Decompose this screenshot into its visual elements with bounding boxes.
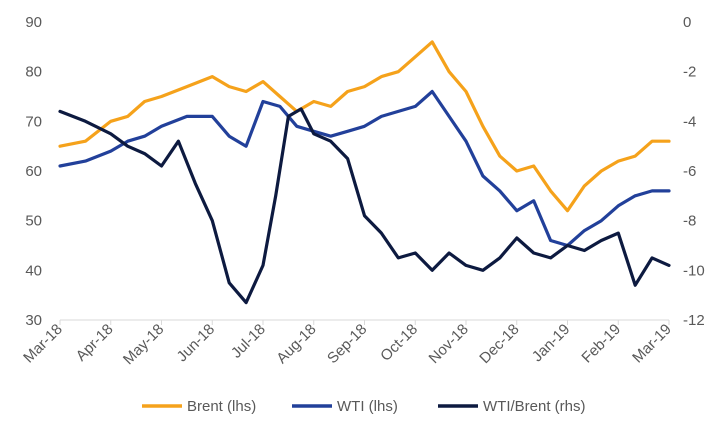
x-tick-label: Apr-18 xyxy=(73,321,117,365)
series-line-wti-brent-rhs xyxy=(58,107,671,305)
y-left-tick-label: 50 xyxy=(25,213,42,230)
axes: Mar-18 Apr-18 May-18 Jun-18 Jul-18 Aug-18 Sep-… xyxy=(20,14,704,368)
y-left-tick-label: 90 xyxy=(25,14,42,31)
y-left-tick-label: 40 xyxy=(25,262,42,279)
series-lines xyxy=(58,40,671,305)
x-tick-label: Sep-18 xyxy=(324,321,370,367)
y-right-tick-label: -2 xyxy=(683,64,696,81)
legend: Brent (lhs) WTI (lhs) WTI/Brent (rhs) xyxy=(142,398,586,415)
y-right-tick-label: -12 xyxy=(683,312,705,329)
series-line-brent-lhs xyxy=(58,40,671,213)
x-tick-label: Jun-18 xyxy=(174,321,218,365)
x-tick-label: Jul-18 xyxy=(228,321,269,362)
x-tick-label: Oct-18 xyxy=(377,321,421,365)
y-right-tick-label: -8 xyxy=(683,213,696,230)
y-right-tick-label: -6 xyxy=(683,163,696,180)
y-left-tick-label: 80 xyxy=(25,64,42,81)
x-tick-label: May-18 xyxy=(120,321,167,368)
y-right-tick-label: -4 xyxy=(683,113,696,130)
x-tick-label: Nov-18 xyxy=(426,321,472,367)
y-left-tick-label: 70 xyxy=(25,113,42,130)
x-tick-label: Dec-18 xyxy=(476,321,522,367)
y-left-tick-label: 30 xyxy=(25,312,42,329)
y-left-tick-label: 60 xyxy=(25,163,42,180)
y-right-tick-label: -10 xyxy=(683,262,705,279)
x-tick-label: Feb-19 xyxy=(578,321,624,367)
x-tick-label: Jan-19 xyxy=(529,321,573,365)
series-line-wti-lhs xyxy=(58,89,671,248)
legend-label-wti-brent-rhs: WTI/Brent (rhs) xyxy=(483,398,586,415)
x-tick-label: Aug-18 xyxy=(273,321,319,367)
x-tick-label: Mar-19 xyxy=(629,321,675,367)
y-right-tick-label: 0 xyxy=(683,14,691,31)
legend-label-wti-lhs: WTI (lhs) xyxy=(337,398,398,415)
legend-label-brent-lhs: Brent (lhs) xyxy=(187,398,256,415)
